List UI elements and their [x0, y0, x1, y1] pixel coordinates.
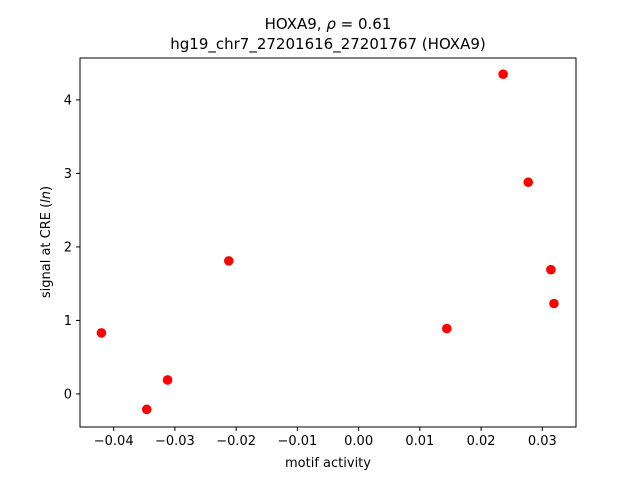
y-tick-label: 4 [64, 93, 72, 108]
x-tick-label: −0.03 [155, 434, 195, 449]
x-tick-label: −0.02 [216, 434, 256, 449]
y-tick-label: 1 [64, 314, 72, 329]
x-tick-label: 0.02 [467, 434, 496, 449]
data-point [523, 177, 534, 188]
chart-title-line2: hg19_chr7_27201616_27201767 (HOXA9) [170, 35, 485, 54]
x-tick-label: 0.03 [528, 434, 557, 449]
x-axis-label: motif activity [285, 456, 371, 471]
data-point [546, 264, 556, 275]
data-point [441, 323, 452, 334]
data-point [498, 69, 508, 79]
x-tick-label: −0.01 [277, 434, 317, 449]
data-point [549, 298, 559, 309]
x-axis-ticks: −0.04 −0.03 −0.02 −0.01 0.00 0.01 0.02 0.03 [94, 427, 557, 449]
y-tick-label: 3 [64, 167, 72, 182]
x-tick-label: 0.00 [344, 434, 373, 449]
chart-title-line1: HOXA9, ρ = 0.61 [265, 15, 392, 33]
y-axis-ticks: 0 1 2 3 4 [64, 93, 80, 402]
y-tick-label: 2 [64, 240, 72, 255]
data-point [141, 404, 152, 415]
y-axis-label: signal at CRE (ln) [39, 186, 54, 298]
data-points [96, 69, 559, 415]
data-point [224, 256, 234, 266]
data-point [96, 328, 107, 338]
x-tick-label: 0.01 [405, 434, 434, 449]
plot-frame [79, 57, 577, 428]
y-tick-label: 0 [64, 387, 72, 402]
data-point [162, 375, 173, 385]
x-tick-label: −0.04 [94, 434, 134, 449]
